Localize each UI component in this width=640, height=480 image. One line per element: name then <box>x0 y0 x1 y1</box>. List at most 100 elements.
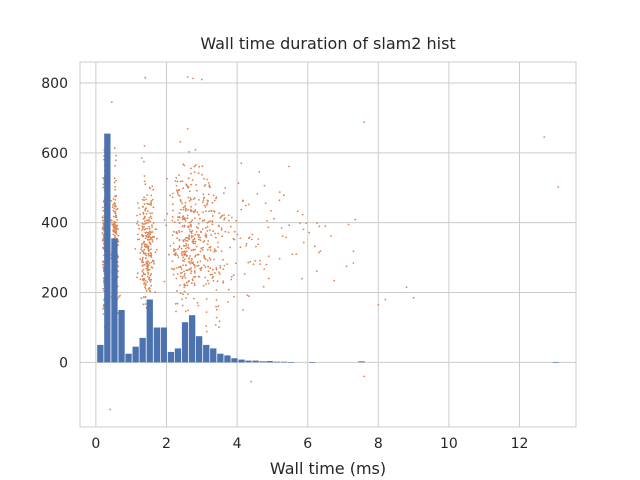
scatter-point <box>239 237 242 240</box>
scatter-point <box>193 237 196 240</box>
scatter-point <box>185 297 188 299</box>
scatter-point <box>102 266 105 269</box>
scatter-point <box>204 276 207 279</box>
histogram-bar <box>238 359 245 363</box>
scatter-point <box>255 245 257 248</box>
scatter-point <box>194 203 197 206</box>
scatter-point <box>176 180 179 183</box>
scatter-point <box>202 193 205 196</box>
scatter-point <box>102 186 105 189</box>
scatter-point <box>114 236 117 238</box>
scatter-point <box>211 223 214 226</box>
scatter-point <box>198 165 201 168</box>
scatter-point <box>112 233 115 236</box>
scatter-point <box>144 303 147 305</box>
scatter-point <box>202 197 205 200</box>
scatter-point <box>149 212 152 215</box>
scatter-point <box>267 277 270 280</box>
scatter-point <box>143 228 146 231</box>
scatter-point <box>207 265 210 268</box>
scatter-point <box>171 260 174 263</box>
scatter-point <box>301 213 304 216</box>
scatter-point <box>190 183 193 186</box>
scatter-point <box>296 210 299 213</box>
scatter-point <box>182 206 185 209</box>
scatter-point <box>198 238 200 241</box>
scatter-point <box>201 228 204 231</box>
scatter-point <box>193 266 196 269</box>
scatter-point <box>150 203 153 206</box>
scatter-point <box>213 210 216 213</box>
scatter-point <box>205 236 208 239</box>
scatter-point <box>111 206 114 209</box>
scatter-point <box>209 267 212 270</box>
scatter-point <box>224 217 226 220</box>
scatter-point <box>249 260 252 263</box>
scatter-point <box>186 269 189 272</box>
histogram-bar <box>280 361 287 363</box>
scatter-point <box>112 204 114 206</box>
scatter-point <box>227 301 229 303</box>
scatter-point <box>203 264 205 267</box>
scatter-point <box>206 259 209 262</box>
scatter-point <box>245 245 248 247</box>
scatter-point <box>186 284 189 287</box>
scatter-point <box>143 175 146 177</box>
scatter-point <box>145 267 148 270</box>
scatter-point <box>266 220 268 222</box>
scatter-point <box>187 309 190 312</box>
scatter-point <box>205 311 208 313</box>
scatter-point <box>148 250 150 252</box>
scatter-point <box>200 231 203 234</box>
scatter-point <box>197 236 200 238</box>
scatter-point <box>194 242 197 245</box>
scatter-point <box>185 183 188 186</box>
scatter-point <box>146 268 149 270</box>
scatter-point <box>211 215 214 217</box>
scatter-point <box>183 164 186 167</box>
histogram-bar <box>139 337 146 363</box>
scatter-point <box>179 180 182 183</box>
scatter-point <box>184 310 187 313</box>
scatter-point <box>330 235 332 237</box>
scatter-point <box>190 205 193 208</box>
scatter-point <box>196 211 199 214</box>
scatter-point <box>143 199 146 202</box>
scatter-point <box>138 227 141 230</box>
scatter-point <box>139 213 142 216</box>
scatter-point <box>115 214 117 217</box>
scatter-point <box>212 230 215 233</box>
scatter-point <box>193 270 196 273</box>
scatter-point <box>377 303 380 306</box>
scatter-point <box>179 292 182 295</box>
scatter-point <box>204 227 207 229</box>
scatter-point <box>192 249 195 252</box>
scatter-point <box>190 210 193 212</box>
scatter-point <box>187 177 190 180</box>
scatter-point <box>142 268 145 271</box>
scatter-point <box>210 234 213 237</box>
scatter-point <box>201 248 204 251</box>
histogram-bar <box>132 346 139 363</box>
scatter-point <box>198 199 200 201</box>
scatter-point <box>210 210 213 213</box>
scatter-point <box>185 236 188 239</box>
scatter-point <box>193 284 196 287</box>
scatter-point <box>145 213 148 215</box>
scatter-point <box>195 184 198 186</box>
scatter-point <box>384 298 387 301</box>
scatter-point <box>144 216 146 219</box>
scatter-point <box>101 216 104 219</box>
scatter-point <box>195 231 198 233</box>
y-tick-label: 400 <box>41 216 68 232</box>
y-tick-label: 600 <box>41 146 68 162</box>
scatter-point <box>181 298 183 301</box>
scatter-point <box>188 221 191 224</box>
scatter-point <box>196 265 199 267</box>
scatter-point <box>117 234 120 237</box>
scatter-point <box>278 257 281 260</box>
histogram-bar <box>358 361 365 363</box>
scatter-point <box>179 140 182 143</box>
scatter-point <box>185 244 188 247</box>
scatter-point <box>412 296 415 299</box>
